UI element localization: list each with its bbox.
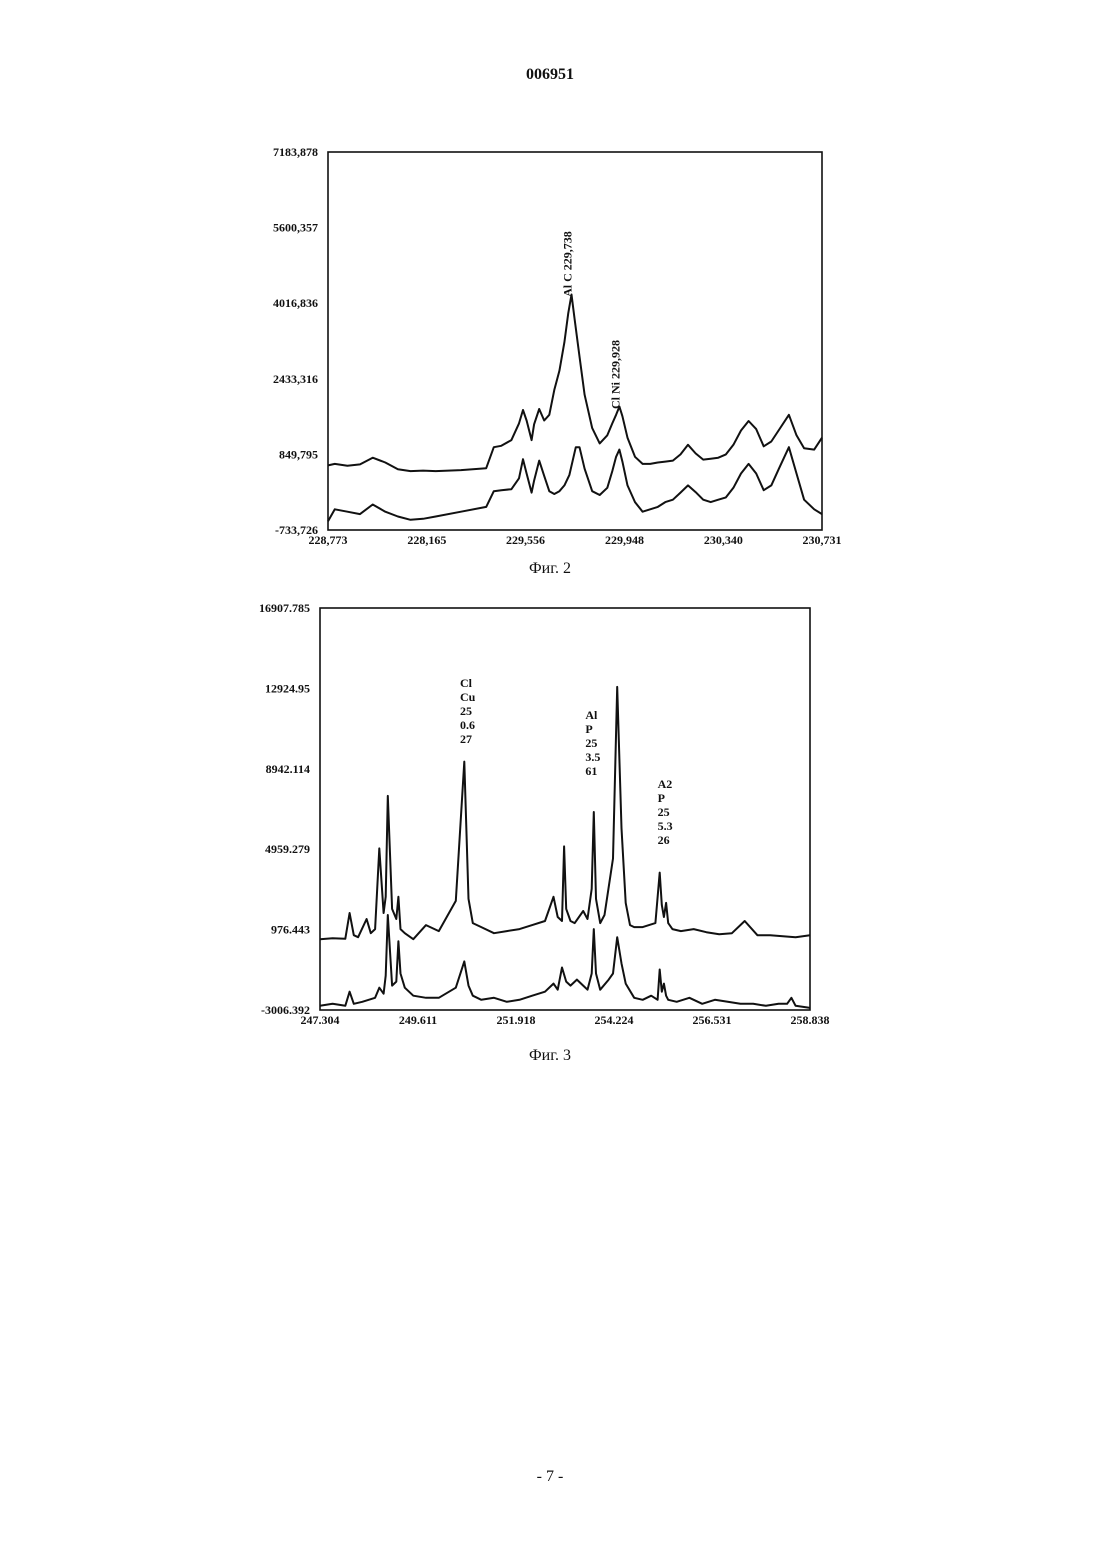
y-tick-label: 4959.279 [265,842,310,856]
x-tick-label: 229,556 [506,533,545,547]
document-number: 006951 [0,66,1100,84]
peak-annotation-line: 25 [658,805,670,819]
y-tick-label: 2433,316 [273,372,318,386]
x-tick-label: 230,340 [704,533,743,547]
y-tick-label: 7183,878 [273,145,318,159]
peak-annotation-line: P [585,722,592,736]
y-tick-label: 16907.785 [259,601,310,615]
peak-annotation-line: A2 [658,777,673,791]
page-number: - 7 - [0,1468,1100,1486]
peak-annotation-line: 5.3 [658,819,673,833]
peak-annotation-line: 26 [658,833,670,847]
x-tick-label: 256.531 [692,1013,731,1027]
y-tick-label: 5600,357 [273,221,318,235]
peak-annotation-line: 27 [460,732,472,746]
spectrum-series-1 [328,295,822,472]
y-tick-label: 849,795 [279,447,318,461]
peak-annotation-line: P [658,791,665,805]
spectrum-series-1 [320,687,810,939]
x-tick-label: 249.611 [399,1013,437,1027]
y-tick-label: 12924.95 [265,681,310,695]
peak-annotation-line: 0.6 [460,718,475,732]
spectrum-series-2 [328,447,822,521]
y-tick-label: 8942.114 [266,762,310,776]
peak-annotation-line: Al [585,708,598,722]
x-tick-label: 251.918 [497,1013,536,1027]
x-tick-label: 228,165 [407,533,446,547]
x-tick-label: 247.304 [301,1013,340,1027]
figure-caption-2: Фиг. 2 [0,560,1100,578]
x-tick-label: 258.838 [791,1013,830,1027]
y-tick-label: 976.443 [271,923,310,937]
x-tick-label: 254.224 [594,1013,633,1027]
x-tick-label: 230,731 [803,533,842,547]
plot-frame [328,152,822,530]
peak-annotation: Cl Ni 229,928 [608,340,622,409]
x-tick-label: 228,773 [309,533,348,547]
peak-annotation-line: 3.5 [585,750,600,764]
plot-frame [320,608,810,1010]
spectrum-chart-fig3: 16907.785 12924.95 8942.114 4959.279 976.443… [0,590,1100,1045]
figure-caption-3: Фиг. 3 [0,1047,1100,1065]
y-tick-label: 4016,836 [273,296,318,310]
spectrum-chart-fig2: 7183,8785600,3574016,8362433,316849,795-… [0,120,1100,560]
peak-annotation: Al C 229,738 [560,231,574,297]
peak-annotation-line: 25 [585,736,597,750]
x-tick-label: 229,948 [605,533,644,547]
peak-annotation-line: 61 [585,764,597,778]
peak-annotation-line: Cl [460,676,473,690]
peak-annotation-line: 25 [460,704,472,718]
peak-annotation-line: Cu [460,690,476,704]
